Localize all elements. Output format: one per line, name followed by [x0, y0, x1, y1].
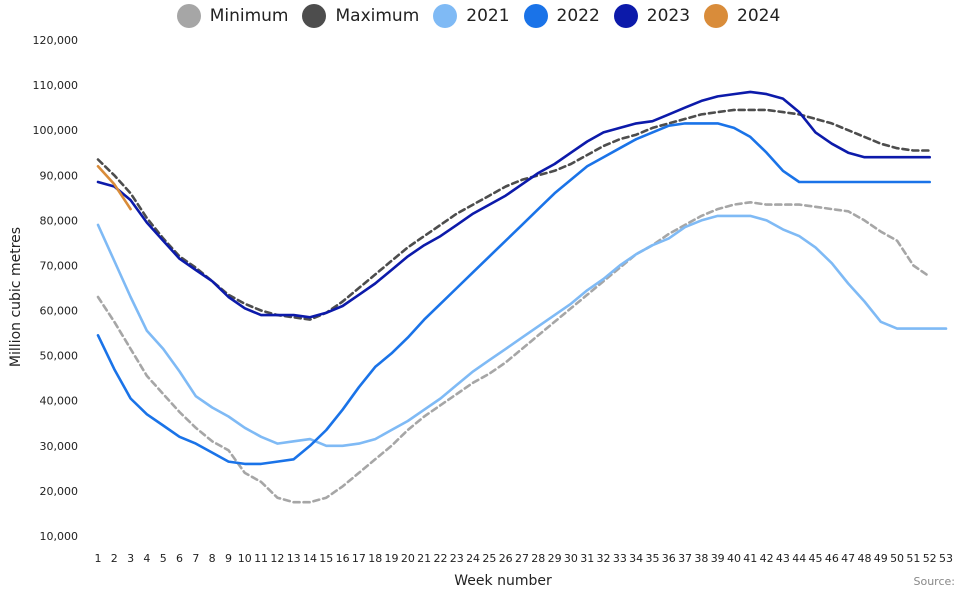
x-tick-label: 35 — [645, 552, 659, 565]
x-tick-label: 19 — [385, 552, 399, 565]
series-line-2021 — [96, 214, 948, 448]
x-tick-label: 39 — [711, 552, 725, 565]
x-tick-label: 30 — [564, 552, 578, 565]
x-tick-label: 45 — [809, 552, 823, 565]
legend-item: Minimum — [176, 4, 289, 28]
legend-label: Maximum — [335, 6, 420, 26]
legend-swatch — [433, 4, 458, 28]
x-tick-label: 22 — [433, 552, 447, 565]
y-tick-label: 50,000 — [40, 350, 79, 363]
legend-label: Minimum — [209, 6, 289, 26]
legend-item: Maximum — [302, 4, 419, 28]
x-tick-label: 11 — [254, 552, 268, 565]
series-line-2022 — [96, 122, 932, 466]
y-axis-label: Million cubic metres — [8, 227, 24, 367]
x-tick-label: 28 — [531, 552, 545, 565]
legend-label: 2022 — [556, 6, 600, 26]
x-tick-label: 25 — [482, 552, 496, 565]
x-axis-label: Week number — [454, 573, 552, 589]
x-tick-label: 29 — [548, 552, 562, 565]
x-tick-label: 46 — [825, 552, 839, 565]
series-line-maximum — [96, 108, 932, 321]
x-tick-label: 51 — [906, 552, 920, 565]
y-tick-label: 30,000 — [40, 440, 79, 453]
x-tick-label: 9 — [225, 552, 232, 565]
x-tick-label: 38 — [694, 552, 708, 565]
legend-item: 2022 — [523, 4, 600, 28]
x-tick-label: 4 — [143, 552, 150, 565]
y-tick-label: 110,000 — [33, 79, 79, 92]
x-tick-label: 14 — [303, 552, 317, 565]
x-tick-label: 21 — [417, 552, 431, 565]
x-tick-label: 43 — [776, 552, 790, 565]
x-tick-label: 26 — [499, 552, 513, 565]
y-tick-label: 90,000 — [40, 169, 79, 182]
x-tick-label: 50 — [890, 552, 904, 565]
x-tick-label: 15 — [319, 552, 333, 565]
series-line-2023 — [96, 90, 932, 319]
y-tick-label: 100,000 — [33, 124, 79, 137]
legend-label: 2024 — [737, 6, 781, 26]
x-tick-label: 23 — [450, 552, 464, 565]
legend-item: 2023 — [613, 4, 691, 28]
source-label: Source: — [914, 575, 956, 588]
y-tick-label: 10,000 — [40, 530, 79, 543]
x-tick-label: 2 — [111, 552, 118, 565]
x-tick-label: 44 — [792, 552, 806, 565]
x-tick-label: 8 — [209, 552, 216, 565]
x-tick-label: 13 — [287, 552, 301, 565]
y-tick-label: 60,000 — [40, 305, 79, 318]
y-tick-label: 40,000 — [40, 395, 79, 408]
x-tick-label: 40 — [727, 552, 741, 565]
x-tick-label: 48 — [857, 552, 871, 565]
chart-legend: Minimum Maximum 2021 2022 2023 2024 — [0, 2, 957, 30]
series-line-2024 — [96, 165, 132, 211]
legend-swatch — [176, 4, 201, 28]
x-tick-label: 33 — [613, 552, 627, 565]
x-tick-label: 1 — [95, 552, 102, 565]
x-tick-label: 49 — [874, 552, 888, 565]
series-lines — [96, 90, 948, 504]
x-tick-label: 3 — [127, 552, 134, 565]
x-tick-label: 34 — [629, 552, 643, 565]
x-tick-label: 32 — [597, 552, 611, 565]
y-tick-label: 80,000 — [40, 214, 79, 227]
legend-swatch — [302, 4, 327, 28]
x-tick-label: 27 — [515, 552, 529, 565]
x-tick-label: 42 — [760, 552, 774, 565]
legend-label: 2021 — [466, 6, 510, 26]
x-tick-label: 37 — [678, 552, 692, 565]
legend-swatch — [523, 4, 548, 28]
x-tick-label: 52 — [923, 552, 937, 565]
y-axis-ticks: 10,000 20,000 30,000 40,000 50,000 60,000 70,0… — [33, 34, 79, 543]
x-tick-label: 17 — [352, 552, 366, 565]
series-line-minimum — [96, 201, 932, 504]
y-tick-label: 70,000 — [40, 259, 79, 272]
y-tick-label: 120,000 — [33, 34, 79, 47]
x-tick-label: 18 — [368, 552, 382, 565]
x-tick-label: 41 — [743, 552, 757, 565]
legend-swatch — [704, 4, 729, 28]
x-tick-label: 36 — [662, 552, 676, 565]
x-tick-label: 24 — [466, 552, 480, 565]
legend-label: 2023 — [646, 6, 691, 26]
x-tick-label: 6 — [176, 552, 183, 565]
x-tick-label: 16 — [336, 552, 350, 565]
x-tick-label: 12 — [270, 552, 284, 565]
x-tick-label: 10 — [238, 552, 252, 565]
x-axis-ticks: 1 2 3 4 5 6 7 8 9 10 11 12 13 14 15 16 17 18 19 20 21 22 23 24 2… — [95, 552, 954, 565]
x-tick-label: 53 — [939, 552, 953, 565]
x-tick-label: 47 — [841, 552, 855, 565]
x-tick-label: 5 — [160, 552, 167, 565]
legend-item: 2024 — [704, 4, 780, 28]
x-tick-label: 7 — [192, 552, 199, 565]
x-tick-label: 31 — [580, 552, 594, 565]
legend-item: 2021 — [433, 4, 510, 28]
legend-swatch — [613, 4, 638, 28]
y-tick-label: 20,000 — [40, 485, 79, 498]
x-tick-label: 20 — [401, 552, 415, 565]
